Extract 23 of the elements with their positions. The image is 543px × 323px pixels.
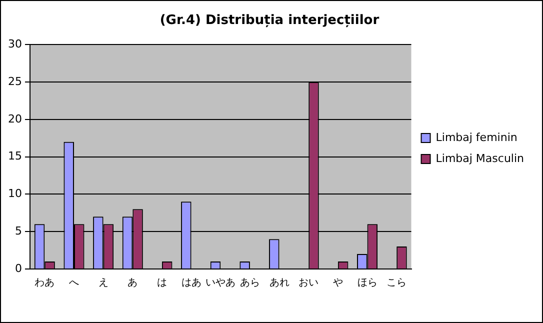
x-tick-label: あれ — [269, 278, 290, 289]
chart-title: (Gr.4) Distribuția interjecțiilor — [160, 13, 380, 28]
x-tick-label: へ — [68, 278, 79, 289]
x-tick-label: ほら — [357, 278, 378, 289]
x-tick-label: え — [98, 278, 108, 289]
y-tick-label: 20 — [8, 112, 22, 126]
y-tick-label: 5 — [14, 224, 22, 238]
y-tick-label: 10 — [8, 187, 22, 200]
x-tick-label: あら — [240, 278, 260, 289]
y-tick-label: 0 — [14, 262, 22, 275]
legend-label: Limbaj feminin — [436, 130, 518, 144]
y-tick-label: 25 — [8, 74, 22, 88]
x-tick-label: はあ — [181, 278, 202, 289]
x-tick-label: こら — [386, 278, 407, 289]
y-tick-label: 30 — [8, 37, 22, 50]
x-tick-label: おい — [298, 278, 319, 289]
legend-label: Limbaj Masculin — [436, 152, 524, 165]
x-tick-label: わあ — [34, 278, 55, 289]
x-tick-label: いやあ — [206, 278, 236, 289]
y-tick-label: 15 — [8, 150, 22, 163]
x-tick-label: は — [156, 278, 167, 289]
x-tick-label: や — [332, 278, 343, 289]
x-tick-label: あ — [128, 278, 138, 289]
